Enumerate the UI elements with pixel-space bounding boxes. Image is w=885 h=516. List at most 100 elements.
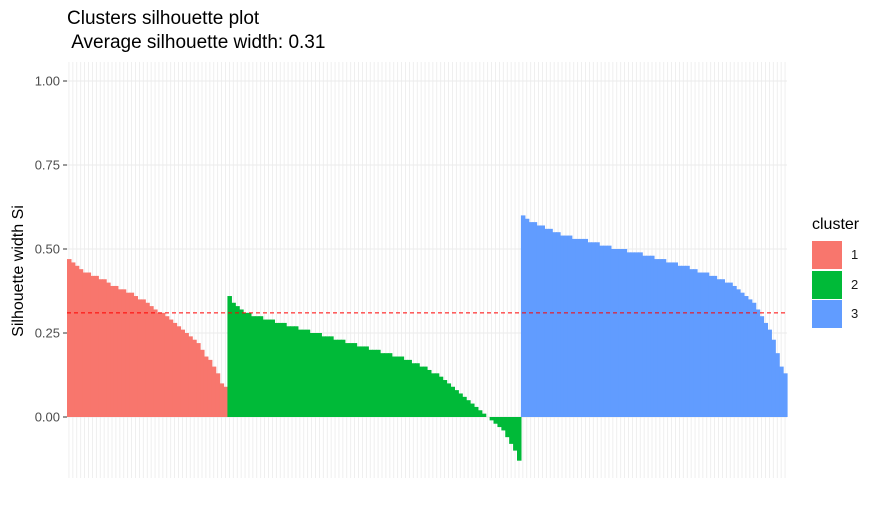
silhouette-bar-cluster-2 (493, 417, 499, 424)
silhouette-bar-cluster-2 (470, 403, 475, 417)
legend-label-2: 2 (851, 277, 859, 292)
silhouette-bar-cluster-1 (160, 312, 166, 417)
silhouette-bar-cluster-3 (536, 225, 542, 417)
silhouette-bar-cluster-2 (250, 316, 256, 417)
silhouette-bar-cluster-2 (235, 306, 240, 417)
silhouette-bar-cluster-2 (243, 312, 248, 417)
silhouette-bar-cluster-3 (520, 215, 526, 417)
silhouette-bar-cluster-1 (90, 275, 95, 417)
silhouette-bar-cluster-2 (305, 329, 311, 417)
silhouette-bar-cluster-3 (567, 235, 573, 417)
silhouette-bar-cluster-3 (556, 232, 561, 417)
silhouette-bar-cluster-2 (266, 319, 272, 417)
silhouette-bar-cluster-3 (634, 252, 639, 417)
silhouette-bar-cluster-3 (665, 262, 671, 417)
silhouette-bar-cluster-1 (110, 285, 115, 417)
silhouette-bar-cluster-1 (67, 259, 72, 417)
silhouette-bar-cluster-3 (689, 269, 694, 417)
chart-title: Clusters silhouette plot (67, 8, 260, 29)
silhouette-bar-cluster-3 (712, 275, 718, 417)
silhouette-bar-cluster-2 (466, 400, 471, 417)
silhouette-bar-cluster-2 (297, 329, 303, 417)
silhouette-bar-cluster-2 (411, 363, 416, 417)
silhouette-bar-cluster-3 (751, 302, 757, 417)
silhouette-bar-cluster-1 (121, 289, 127, 417)
silhouette-bar-cluster-1 (106, 282, 111, 417)
silhouette-bar-cluster-2 (274, 322, 279, 417)
silhouette-bar-cluster-3 (552, 232, 557, 417)
silhouette-bar-cluster-3 (540, 225, 545, 417)
silhouette-bar-cluster-2 (450, 386, 455, 417)
silhouette-bar-cluster-3 (560, 235, 565, 417)
silhouette-bar-cluster-2 (239, 309, 244, 417)
y-tick-label: 0.75 (35, 158, 60, 173)
silhouette-bar-cluster-1 (164, 316, 170, 417)
silhouette-bar-cluster-1 (196, 343, 201, 417)
silhouette-bar-cluster-3 (653, 259, 659, 417)
silhouette-bar-cluster-1 (113, 285, 119, 417)
silhouette-bar-cluster-2 (387, 353, 393, 417)
silhouette-bar-cluster-2 (489, 417, 495, 421)
legend-title: cluster (812, 216, 860, 233)
silhouette-bar-cluster-3 (677, 265, 682, 417)
silhouette-bar-cluster-1 (74, 265, 80, 417)
silhouette-bar-cluster-2 (340, 339, 346, 417)
silhouette-bar-cluster-2 (364, 346, 369, 417)
silhouette-bar-cluster-1 (149, 306, 154, 417)
silhouette-bar-cluster-2 (325, 336, 330, 417)
silhouette-bar-cluster-3 (747, 299, 753, 417)
silhouette-bar-cluster-2 (231, 302, 236, 417)
silhouette-bar-cluster-2 (356, 346, 362, 417)
silhouette-bar-cluster-1 (200, 349, 205, 417)
silhouette-bar-cluster-1 (145, 302, 150, 417)
silhouette-bar-cluster-3 (528, 222, 534, 417)
legend-key-3 (812, 300, 842, 328)
silhouette-bar-cluster-3 (673, 262, 679, 417)
legend-item-2: 2 (812, 271, 885, 299)
silhouette-bar-cluster-3 (642, 255, 647, 417)
silhouette-bar-cluster-2 (360, 346, 365, 417)
legend-label-3: 3 (851, 306, 859, 321)
silhouette-bar-cluster-3 (661, 259, 667, 417)
y-tick-label: 0.25 (35, 326, 60, 341)
silhouette-bar-cluster-2 (254, 316, 260, 417)
silhouette-bar-cluster-2 (395, 356, 401, 417)
silhouette-bar-cluster-1 (168, 319, 174, 417)
silhouette-bar-cluster-1 (207, 359, 213, 417)
legend-item-1: 1 (812, 241, 885, 269)
silhouette-bar-cluster-1 (219, 383, 225, 417)
silhouette-bar-cluster-2 (352, 343, 358, 417)
silhouette-bar-cluster-3 (622, 249, 628, 417)
silhouette-bar-cluster-1 (157, 312, 162, 417)
silhouette-bar-cluster-1 (70, 262, 76, 417)
silhouette-bar-cluster-1 (129, 292, 135, 417)
silhouette-bar-cluster-2 (458, 393, 463, 417)
silhouette-bar-cluster-2 (278, 322, 283, 417)
silhouette-bar-cluster-2 (227, 296, 232, 417)
silhouette-bar-cluster-3 (579, 238, 585, 417)
silhouette-bar-cluster-3 (610, 249, 616, 417)
silhouette-bar-cluster-3 (700, 272, 706, 417)
y-axis: 0.00 0.25 0.50 0.75 1.00 (35, 74, 67, 425)
silhouette-bar-cluster-3 (779, 366, 784, 417)
silhouette-bar-cluster-1 (102, 279, 107, 417)
silhouette-bar-cluster-3 (736, 289, 741, 417)
silhouette-bar-cluster-1 (125, 292, 131, 417)
silhouette-bar-cluster-2 (454, 390, 459, 417)
silhouette-bar-cluster-3 (544, 228, 549, 417)
silhouette-bar-cluster-1 (153, 309, 158, 417)
silhouette-bar-cluster-3 (638, 252, 643, 417)
silhouette-bar-cluster-3 (583, 238, 589, 417)
silhouette-bar-cluster-3 (763, 322, 769, 417)
legend-key-2 (812, 271, 842, 299)
silhouette-bar-cluster-2 (333, 339, 338, 417)
silhouette-bar-cluster-3 (657, 259, 663, 417)
silhouette-bar-cluster-2 (293, 326, 299, 417)
bars (67, 215, 788, 461)
silhouette-bar-cluster-3 (630, 252, 635, 417)
silhouette-bar-cluster-3 (603, 245, 608, 417)
silhouette-bar-cluster-2 (313, 333, 319, 417)
silhouette-bar-cluster-3 (614, 249, 620, 417)
silhouette-bar-cluster-2 (423, 366, 428, 417)
silhouette-bar-cluster-1 (86, 272, 92, 417)
